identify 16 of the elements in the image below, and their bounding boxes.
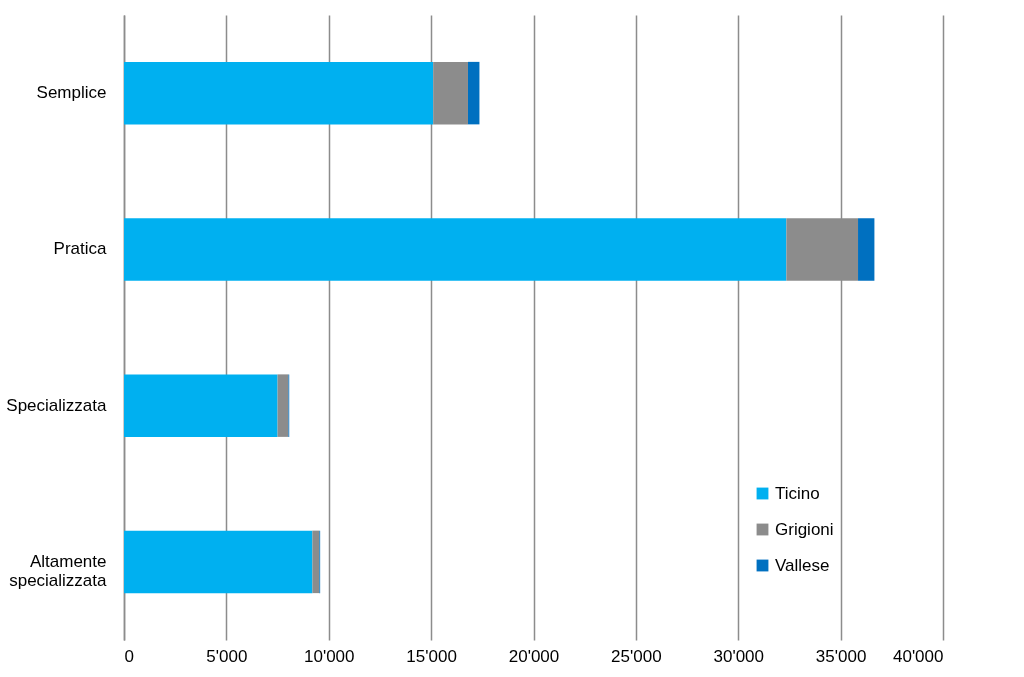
x-tick-label: 35'000	[815, 646, 867, 666]
x-tick-label: 10'000	[303, 646, 355, 666]
legend-label: Grigioni	[775, 519, 834, 539]
y-tick-label: Pratica	[53, 239, 108, 259]
y-tick-label: Altamente specializzata	[9, 551, 108, 590]
y-tick-label: Semplice	[36, 83, 107, 103]
x-tick-label: 20'000	[508, 646, 560, 666]
x-tick-label: 25'000	[611, 646, 662, 666]
y-tick-label: Specializzata	[6, 395, 108, 415]
x-tick-label: 40'000	[892, 646, 944, 666]
x-tick-label: 30'000	[713, 646, 765, 666]
legend-label: Ticino	[775, 483, 820, 503]
x-tick-label: 5'000	[206, 646, 248, 666]
x-tick-label: 15'000	[406, 646, 457, 666]
x-tick-label: 0	[124, 646, 134, 666]
legend-label: Vallese	[775, 555, 830, 575]
